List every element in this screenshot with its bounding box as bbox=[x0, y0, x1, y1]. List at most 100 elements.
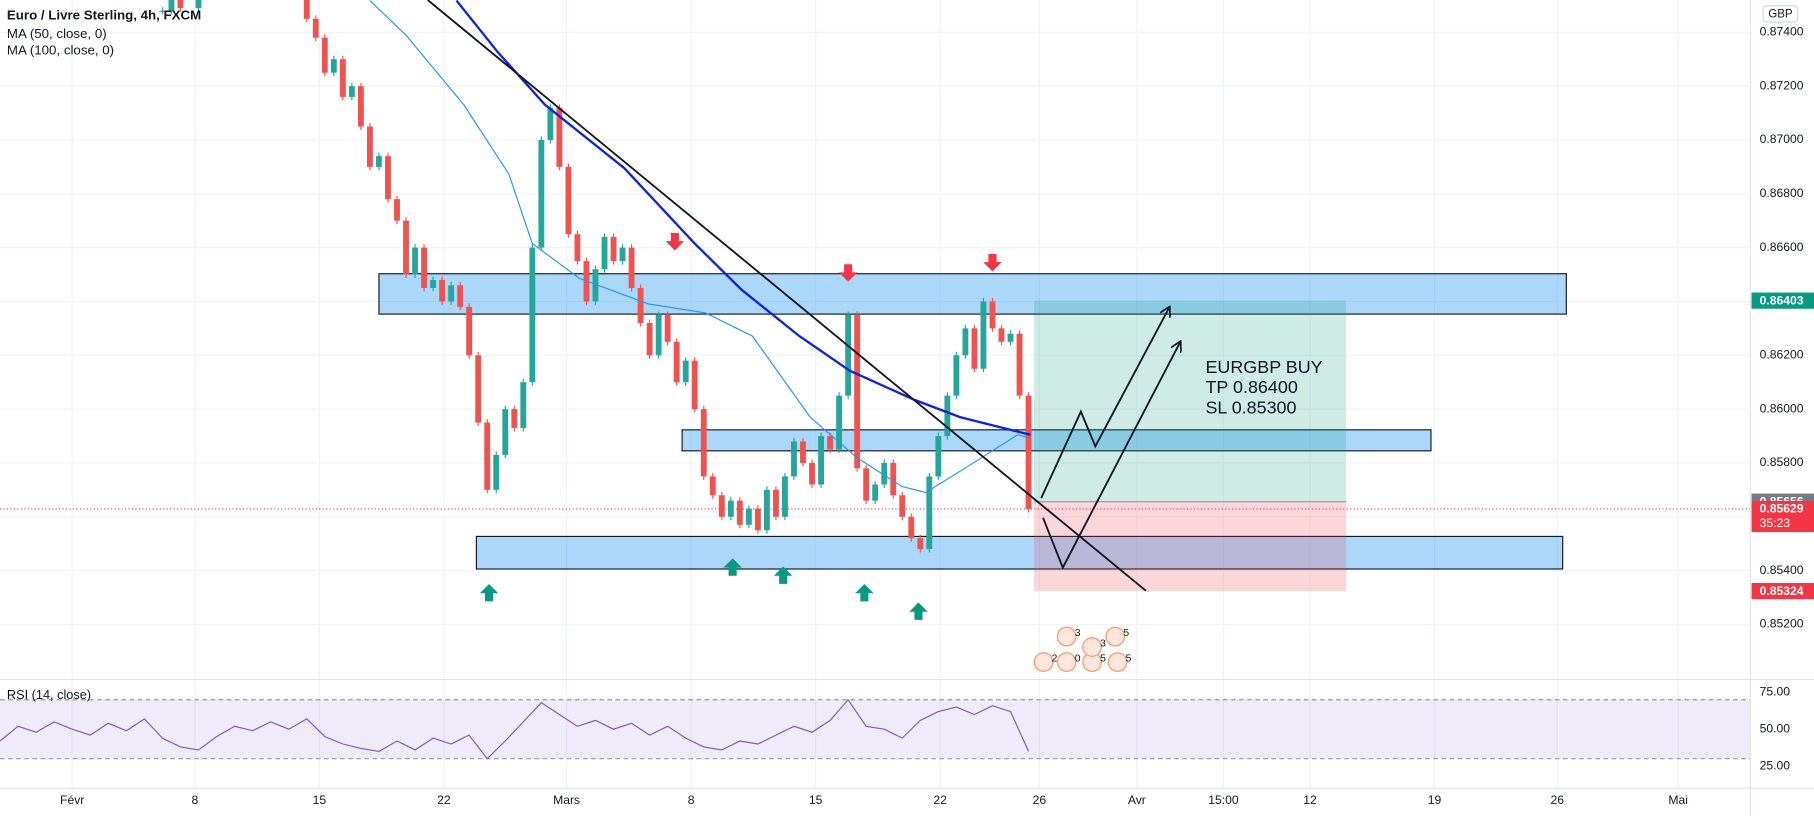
candle-body bbox=[177, 0, 184, 9]
y-tick-label: 0.86800 bbox=[1760, 186, 1804, 200]
candle-body bbox=[610, 236, 617, 262]
up-marker bbox=[479, 583, 499, 602]
candle-body bbox=[366, 126, 373, 167]
candle-body bbox=[917, 538, 924, 550]
target-price-label-box bbox=[1751, 292, 1814, 309]
y-tick-label: 0.87200 bbox=[1760, 78, 1804, 92]
y-tick-label: 0.85200 bbox=[1760, 617, 1804, 631]
symbol-title: Euro / Livre Sterling, 4h, FXCM bbox=[7, 8, 201, 23]
candle-body bbox=[863, 468, 870, 501]
candle-body bbox=[655, 314, 662, 356]
event-count[interactable]: 3 bbox=[1100, 638, 1106, 649]
currency[interactable]: GBP bbox=[1768, 9, 1793, 21]
candle-body bbox=[754, 508, 761, 531]
candle-body bbox=[664, 314, 671, 342]
ma-legend: MA (50, close, 0) bbox=[7, 26, 107, 41]
y-tick-label: 0.87400 bbox=[1760, 24, 1804, 38]
rsi-tick-label: 25.00 bbox=[1760, 758, 1791, 772]
up-marker bbox=[855, 583, 874, 602]
candle-body bbox=[412, 247, 418, 275]
event-count[interactable]: 2 bbox=[1052, 653, 1058, 664]
rsi-pane bbox=[0, 698, 1751, 760]
ma-legend: MA (100, close, 0) bbox=[7, 42, 114, 57]
candle-body bbox=[574, 234, 581, 262]
candle-body bbox=[763, 489, 770, 531]
x-tick-label: 12 bbox=[1303, 793, 1317, 807]
x-tick-label: Févr bbox=[60, 793, 84, 807]
moving-average bbox=[455, 0, 1031, 436]
candle-body bbox=[773, 489, 779, 517]
up-marker bbox=[773, 566, 793, 584]
candle-body bbox=[800, 441, 806, 463]
candle-body bbox=[502, 409, 509, 455]
event-count[interactable]: 5 bbox=[1123, 628, 1129, 639]
event-icon[interactable] bbox=[1033, 652, 1054, 673]
candle-body bbox=[827, 436, 834, 450]
x-tick-label: 26 bbox=[1033, 793, 1047, 807]
trendline bbox=[427, 0, 1147, 592]
event-icon[interactable] bbox=[1105, 626, 1126, 647]
candle-body bbox=[168, 0, 175, 11]
y-tick-label: 0.87000 bbox=[1760, 132, 1804, 146]
y-tick-label: 0.85800 bbox=[1760, 455, 1804, 469]
candle-body bbox=[935, 436, 942, 477]
support-resistance-zone bbox=[681, 429, 1432, 452]
event-icon[interactable] bbox=[1107, 652, 1128, 673]
event-icon[interactable] bbox=[1056, 652, 1077, 673]
support-resistance-zone bbox=[378, 273, 1567, 315]
candle-body bbox=[673, 341, 680, 383]
x-tick-label: 26 bbox=[1551, 793, 1565, 807]
candle-body bbox=[439, 279, 446, 302]
candle-body bbox=[538, 139, 545, 248]
event-count[interactable]: 0 bbox=[1075, 653, 1081, 664]
event-count[interactable]: 3 bbox=[1075, 628, 1081, 639]
rsi-band bbox=[0, 699, 1751, 759]
candle-body bbox=[682, 360, 689, 383]
candle-body bbox=[403, 220, 409, 275]
candle-body bbox=[511, 409, 518, 428]
candle-body bbox=[484, 422, 491, 490]
x-tick-label: 8 bbox=[192, 793, 199, 807]
up-marker bbox=[723, 558, 742, 576]
candle-body bbox=[944, 395, 951, 437]
candle-body bbox=[628, 247, 635, 288]
y-tick-label: 0.86200 bbox=[1760, 347, 1804, 361]
candle-body bbox=[547, 107, 554, 140]
candle-body bbox=[872, 484, 879, 501]
candle-body bbox=[980, 301, 987, 369]
rsi-tick-label: 75.00 bbox=[1760, 685, 1791, 699]
event-icon[interactable] bbox=[1056, 626, 1077, 647]
x-tick-label: 8 bbox=[688, 793, 695, 807]
projection-arrow bbox=[1042, 342, 1180, 570]
moving-average bbox=[369, 0, 1031, 494]
candle-body bbox=[926, 476, 933, 550]
x-tick-label: 15:00 bbox=[1208, 793, 1239, 807]
event-icon[interactable] bbox=[1082, 637, 1103, 657]
candle-body bbox=[736, 500, 743, 525]
candle-body bbox=[529, 247, 536, 383]
rsi-line bbox=[0, 698, 1030, 760]
candle-body bbox=[195, 0, 202, 9]
trade-note: EURGBP BUY bbox=[1205, 357, 1322, 377]
candle-body bbox=[1007, 333, 1014, 342]
currency-box[interactable] bbox=[1762, 5, 1799, 23]
candle-body bbox=[691, 360, 698, 410]
y-tick-label: 0.86600 bbox=[1760, 240, 1804, 254]
target-zone bbox=[1033, 300, 1347, 502]
event-count[interactable]: 5 bbox=[1100, 653, 1106, 664]
candle-body bbox=[493, 454, 500, 490]
candle-body bbox=[601, 236, 608, 270]
candle-body bbox=[962, 328, 969, 356]
event-count[interactable]: 5 bbox=[1126, 653, 1132, 664]
candle-body bbox=[845, 314, 852, 396]
support-resistance-zone bbox=[475, 535, 1564, 570]
stop-price-label: 0.85324 bbox=[1760, 584, 1804, 598]
candle-body bbox=[520, 382, 527, 428]
candle-body bbox=[971, 328, 978, 369]
countdown: 35:23 bbox=[1760, 516, 1791, 530]
x-tick-label: 22 bbox=[933, 793, 947, 807]
candle-body bbox=[421, 247, 427, 288]
